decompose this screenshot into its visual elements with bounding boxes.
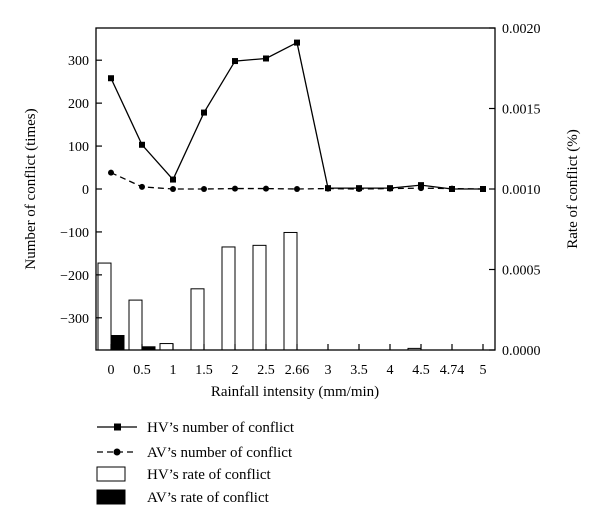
- av-number-point: [170, 186, 176, 192]
- av-number-point: [139, 183, 145, 190]
- hv-rate-bar: [252, 244, 267, 351]
- av-number-point: [480, 186, 486, 192]
- left-tick-label: −100: [60, 226, 89, 241]
- hv-number-point: [201, 109, 207, 116]
- left-axis-title: Number of conflict (times): [23, 108, 39, 269]
- x-tick-label: 0: [108, 363, 115, 378]
- left-tick-label: −200: [60, 269, 89, 284]
- hv-rate-bar: [190, 288, 205, 351]
- right-tick-label: 0.0000: [502, 344, 541, 359]
- legend-label: AV’s number of conflict: [147, 445, 293, 461]
- left-axis: −300 −200 −100 0 100 200 300: [60, 54, 102, 327]
- right-tick-label: 0.0020: [502, 22, 541, 37]
- x-tick-label: 2: [232, 363, 239, 378]
- av-number-point: [387, 185, 393, 192]
- hv-number-point: [418, 182, 424, 189]
- x-tick-label: 4.74: [440, 363, 465, 378]
- av-number-point: [201, 186, 207, 192]
- legend-av-rate-swatch: [96, 489, 126, 505]
- bar-layer: [97, 231, 422, 351]
- x-tick-label: 1.5: [195, 363, 213, 378]
- x-tick-label: 3.5: [350, 363, 368, 378]
- x-axis-title: Rainfall intensity (mm/min): [211, 384, 379, 400]
- hv-rate-bar: [221, 246, 236, 351]
- legend-hv-number-marker: [114, 423, 121, 431]
- legend-label: HV’s number of conflict: [147, 420, 295, 436]
- right-axis-title: Rate of conflict (%): [565, 129, 581, 249]
- x-tick-label: 2.66: [285, 363, 310, 378]
- legend-hv-rate-swatch: [96, 466, 126, 482]
- hv-rate-bar: [128, 299, 143, 351]
- hv-number-point: [263, 55, 269, 62]
- av-rate-bar: [110, 335, 125, 351]
- right-tick-label: 0.0010: [502, 183, 541, 198]
- legend-label: AV’s rate of conflict: [147, 490, 270, 506]
- hv-rate-bar: [97, 262, 112, 351]
- av-number-point: [449, 185, 455, 192]
- x-tick-label: 0.5: [133, 363, 151, 378]
- x-tick-label: 2.5: [257, 363, 275, 378]
- x-tick-label: 5: [480, 363, 487, 378]
- av-number-point: [325, 185, 331, 192]
- left-tick-label: −300: [60, 312, 89, 327]
- right-tick-label: 0.0005: [502, 264, 541, 279]
- legend-av-number-marker: [113, 448, 121, 456]
- right-tick-label: 0.0015: [502, 103, 541, 118]
- hv-number-point: [139, 141, 145, 148]
- left-tick-label: 200: [68, 97, 89, 112]
- x-tick-label: 3: [325, 363, 332, 378]
- hv-number-point: [108, 75, 114, 82]
- line-layer: [108, 39, 486, 192]
- hv-number-point: [294, 39, 300, 46]
- av-number-point: [418, 185, 424, 192]
- legend: HV’s number of conflict AV’s number of co…: [96, 420, 295, 506]
- left-tick-label: 300: [68, 54, 89, 69]
- hv-rate-bar: [159, 343, 174, 351]
- hv-number-point: [170, 176, 176, 183]
- hv-number-point: [232, 58, 238, 65]
- x-tick-label: 4: [387, 363, 394, 378]
- av-number-point: [232, 185, 238, 192]
- legend-label: HV’s rate of conflict: [147, 467, 272, 483]
- right-axis: 0.0000 0.0005 0.0010 0.0015 0.0020: [489, 22, 541, 359]
- av-number-point: [263, 185, 269, 192]
- x-axis: 0 0.5 1 1.5 2 2.5 2.66 3 3.5 4 4.5 4.74 5: [108, 344, 487, 378]
- left-tick-label: 100: [68, 140, 89, 155]
- hv-rate-bar: [283, 231, 298, 351]
- left-tick-label: 0: [82, 183, 89, 198]
- x-tick-label: 1: [170, 363, 177, 378]
- av-number-point: [294, 186, 300, 192]
- x-tick-label: 4.5: [412, 363, 430, 378]
- av-number-point: [356, 186, 362, 192]
- av-number-point: [108, 169, 114, 176]
- hv-number-line: [110, 41, 483, 190]
